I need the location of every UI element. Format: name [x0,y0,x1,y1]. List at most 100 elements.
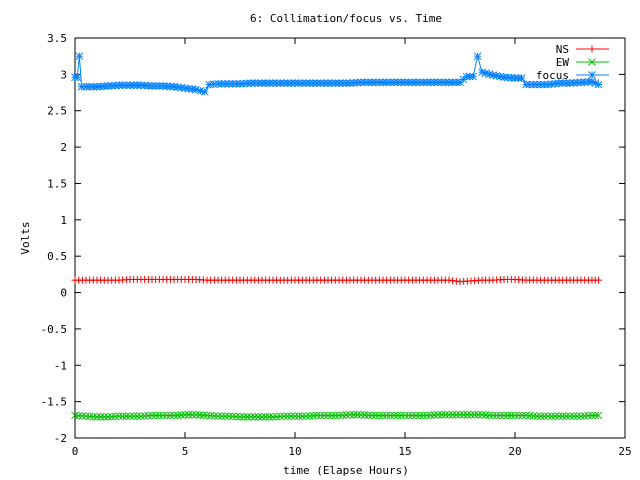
data-point-stroke [305,412,314,420]
data-point-stroke [228,79,237,88]
data-point-stroke [89,412,98,421]
data-point-stroke [217,79,226,88]
data-point-stroke [368,411,376,420]
data-point [496,411,505,420]
data-point-stroke [481,69,490,78]
y-tick-label: 1 [60,214,67,227]
data-point-stroke [588,411,596,420]
data-point-stroke [85,82,94,91]
series-ew [71,410,603,421]
data-point [316,411,325,420]
data-point-stroke [118,412,127,421]
data-point-stroke [569,412,578,421]
data-point-stroke [445,78,453,87]
data-point [346,410,354,419]
data-point [489,411,497,420]
data-point-stroke [144,411,153,420]
data-point [115,81,123,90]
data-point [254,413,263,421]
data-point-stroke [313,79,321,87]
data-point-stroke [469,72,478,81]
data-point [452,410,461,419]
data-point-stroke [159,411,167,420]
data-point-stroke [478,68,486,77]
data-point [357,410,365,419]
data-point-stroke [217,412,226,421]
data-point-stroke [360,411,369,419]
data-point-stroke [588,77,596,86]
data-point [584,78,593,86]
x-tick-label: 0 [72,445,79,458]
data-point-stroke [214,79,222,88]
x-tick-label: 20 [508,445,521,458]
data-point-stroke [452,78,461,87]
data-point [584,411,593,420]
x-tick-label: 5 [182,445,189,458]
data-point-stroke [294,79,303,87]
data-point [287,79,296,87]
data-point [309,411,318,420]
data-point-stroke [412,78,420,87]
data-point [588,45,596,53]
data-point-stroke [280,412,288,421]
data-point-stroke [353,78,362,87]
data-point-stroke [492,71,501,80]
data-point-stroke [558,412,567,421]
data-point-stroke [522,411,530,420]
data-point-stroke [269,413,277,421]
data-point [551,412,560,421]
data-point-stroke [261,79,270,87]
data-point-stroke [254,79,263,87]
data-point-stroke [441,410,450,419]
data-point-stroke [184,410,193,419]
data-point [232,412,241,421]
y-ticks: -2 -1.5 -1 -0.5 0 0.5 1 1.5 2 2.5 3 3.5 [41,32,625,445]
data-point-stroke [228,412,237,421]
data-point [104,413,112,421]
data-point [393,78,402,87]
data-point [342,411,351,419]
data-point [159,411,167,420]
data-point [434,410,442,419]
data-point [261,413,270,421]
data-point-stroke [298,79,307,87]
data-point-stroke [489,71,497,79]
data-point [243,413,252,421]
data-point [188,410,197,419]
data-point-stroke [82,412,90,421]
data-point-stroke [122,412,131,421]
data-point-stroke [580,412,589,420]
data-point [239,413,248,421]
data-point-stroke [448,78,457,87]
data-point [225,412,233,421]
data-point-stroke [291,412,299,421]
data-point-stroke [107,412,116,421]
data-point [217,412,226,421]
x-tick-label: 15 [398,445,411,458]
data-point-stroke [96,413,105,421]
data-point-stroke [423,78,431,87]
data-point-stroke [517,74,526,82]
data-point [580,412,589,420]
data-point-stroke [250,79,259,87]
data-point-stroke [507,411,516,420]
data-point [276,412,285,421]
data-point [324,411,332,420]
data-point-stroke [529,80,538,89]
data-point-stroke [594,80,603,89]
data-point-stroke [522,80,530,89]
data-point-stroke [415,411,424,420]
data-point-stroke [210,412,219,420]
data-point [298,79,307,87]
data-point-stroke [437,78,446,87]
data-point-stroke [126,81,134,90]
data-point [379,411,387,420]
data-point [184,410,193,419]
data-point-stroke [73,73,82,82]
data-point [588,411,596,420]
data-point-stroke [232,79,241,88]
data-point-stroke [591,411,600,420]
data-point-stroke [287,412,296,421]
data-point-stroke [584,411,593,420]
series-focus [71,52,603,96]
